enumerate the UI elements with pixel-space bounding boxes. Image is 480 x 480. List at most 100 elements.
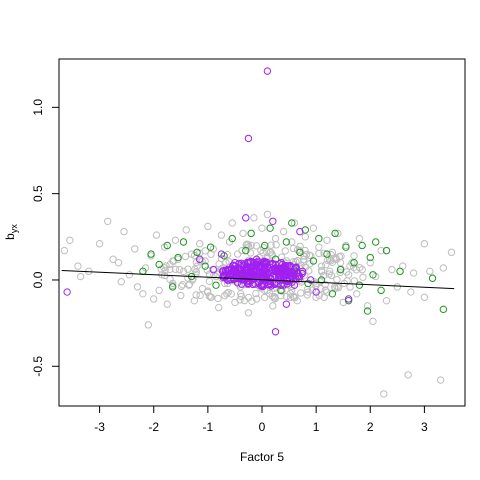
gray-data-point — [190, 296, 199, 305]
y-tick-label: 1.0 — [31, 99, 45, 116]
green-data-point — [331, 229, 339, 238]
gray-data-point — [223, 290, 231, 298]
gray-data-point — [163, 300, 171, 308]
gray-data-point — [193, 262, 201, 270]
gray-data-point — [359, 273, 367, 281]
gray-data-point — [252, 242, 261, 250]
gray-data-point — [393, 283, 402, 291]
plot-frame — [58, 58, 466, 407]
gray-data-point — [266, 248, 274, 257]
gray-data-point — [166, 260, 174, 269]
purple-data-point — [237, 272, 246, 281]
green-data-point — [179, 238, 188, 246]
gray-data-point — [104, 217, 112, 225]
green-data-point — [288, 219, 296, 227]
gray-data-point — [246, 249, 255, 257]
purple-data-point — [282, 300, 291, 308]
gray-data-point — [323, 236, 331, 244]
gray-data-point — [178, 280, 187, 289]
gray-data-point — [228, 219, 236, 227]
green-data-point — [163, 241, 171, 250]
y-axis-title-base: b — [3, 233, 17, 240]
gray-data-point — [350, 263, 358, 272]
gray-data-point — [328, 258, 337, 266]
gray-data-point — [325, 270, 333, 278]
green-data-point — [301, 226, 310, 234]
gray-data-point — [269, 302, 277, 310]
gray-data-point — [259, 248, 267, 257]
gray-data-point — [320, 249, 328, 258]
gray-data-point — [215, 260, 223, 268]
gray-data-point — [301, 233, 310, 241]
purple-data-point — [260, 264, 268, 273]
gray-data-point — [312, 293, 320, 301]
gray-data-point — [339, 298, 347, 307]
gray-data-point — [214, 303, 223, 312]
gray-data-point — [227, 290, 235, 298]
green-data-point — [369, 271, 377, 279]
purple-data-point — [288, 268, 296, 276]
purple-data-point — [249, 263, 257, 271]
gray-data-point — [420, 240, 429, 248]
green-data-point — [317, 276, 326, 284]
purple-data-point — [275, 272, 284, 281]
gray-data-point — [117, 278, 125, 286]
gray-data-point — [196, 291, 204, 300]
gray-data-point — [175, 265, 184, 274]
gray-data-point — [334, 283, 343, 292]
purple-data-point — [262, 260, 271, 268]
purple-data-point — [294, 269, 302, 277]
x-tick-label: -2 — [148, 420, 159, 434]
gray-data-point — [125, 271, 134, 279]
gray-data-point — [317, 262, 326, 270]
purple-data-point — [247, 273, 255, 281]
gray-data-point — [244, 293, 253, 302]
green-data-point — [439, 305, 448, 314]
gray-data-point — [282, 292, 291, 301]
purple-data-point — [239, 261, 247, 269]
gray-data-point — [109, 255, 117, 263]
purple-data-point — [280, 281, 288, 289]
green-data-point — [336, 265, 345, 274]
gray-data-point — [239, 229, 247, 238]
x-tick-label: -1 — [203, 420, 214, 434]
purple-data-point — [217, 250, 226, 258]
gray-data-point — [198, 284, 207, 293]
x-tick-label: -3 — [94, 420, 105, 434]
green-data-point — [323, 250, 331, 258]
gray-data-point — [187, 250, 196, 258]
gray-data-point — [320, 271, 328, 280]
purple-data-point — [231, 262, 239, 270]
gray-data-point — [144, 321, 153, 329]
gray-data-point — [95, 240, 104, 248]
gray-data-point — [297, 289, 305, 297]
green-data-point — [382, 246, 391, 255]
purple-data-point — [296, 227, 304, 236]
gray-data-point — [139, 290, 147, 298]
gray-data-point — [192, 270, 200, 278]
gray-data-point — [177, 291, 185, 300]
purple-data-point — [242, 266, 251, 274]
purple-data-point — [282, 265, 290, 273]
gray-data-point — [303, 291, 312, 299]
gray-data-point — [252, 289, 260, 298]
purple-data-point — [238, 275, 246, 284]
purple-data-point — [242, 214, 250, 222]
green-data-point — [247, 229, 255, 238]
green-data-point — [206, 243, 215, 251]
gray-data-point — [258, 224, 266, 232]
purple-data-point — [344, 295, 353, 303]
gray-data-point — [252, 295, 261, 303]
y-axis-title-subscript: yx — [9, 224, 19, 234]
gray-data-point — [206, 293, 215, 301]
gray-data-point — [76, 272, 85, 281]
gray-data-point — [321, 280, 329, 289]
purple-data-point — [312, 288, 320, 296]
purple-data-point — [222, 266, 230, 274]
gray-data-point — [317, 266, 326, 275]
purple-data-point — [196, 255, 204, 263]
green-data-point — [212, 281, 220, 289]
purple-data-point — [275, 260, 284, 268]
gray-data-point — [171, 236, 180, 244]
gray-data-point — [382, 296, 391, 305]
